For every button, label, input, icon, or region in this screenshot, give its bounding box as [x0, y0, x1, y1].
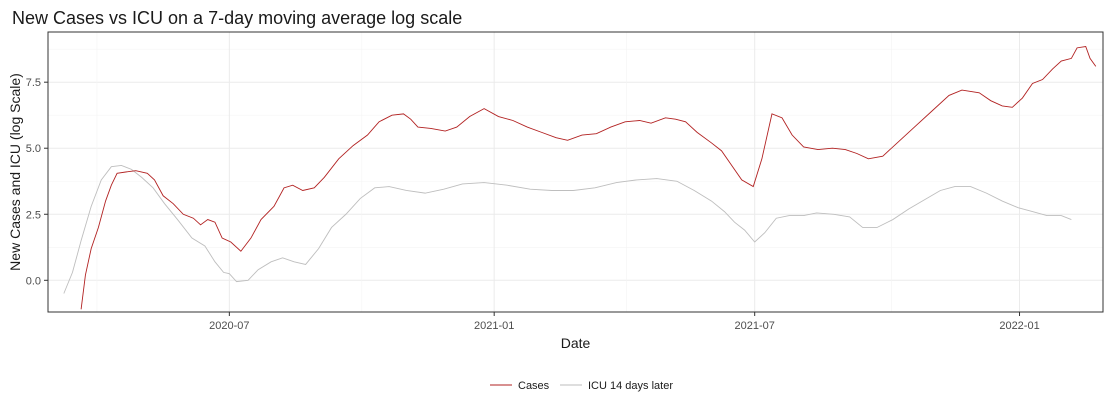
- plot-area: [63, 46, 1097, 310]
- x-tick-label: 2021-07: [735, 320, 775, 332]
- y-axis-title: New Cases and ICU (log Scale): [7, 73, 23, 271]
- legend-label-icu: ICU 14 days later: [588, 380, 673, 392]
- x-axis: 2020-07 2021-01 2021-07 2022-01: [209, 312, 1040, 332]
- y-axis: 0.0 2.5 5.0 7.5: [26, 77, 48, 287]
- x-tick-label: 2020-07: [209, 320, 249, 332]
- legend: Cases ICU 14 days later: [490, 380, 673, 392]
- legend-label-cases: Cases: [518, 380, 550, 392]
- grid: [48, 32, 1103, 312]
- y-tick-label: 5.0: [26, 143, 41, 155]
- y-tick-label: 2.5: [26, 209, 41, 221]
- x-tick-label: 2021-01: [474, 320, 514, 332]
- x-tick-label: 2022-01: [999, 320, 1039, 332]
- series-line-icu: [63, 164, 1072, 294]
- y-tick-label: 7.5: [26, 77, 41, 89]
- chart-title: New Cases vs ICU on a 7-day moving avera…: [12, 8, 462, 28]
- y-tick-label: 0.0: [26, 275, 41, 287]
- x-axis-title: Date: [561, 335, 591, 351]
- panel-border: [47, 31, 1104, 313]
- series-line-cases: [80, 46, 1097, 310]
